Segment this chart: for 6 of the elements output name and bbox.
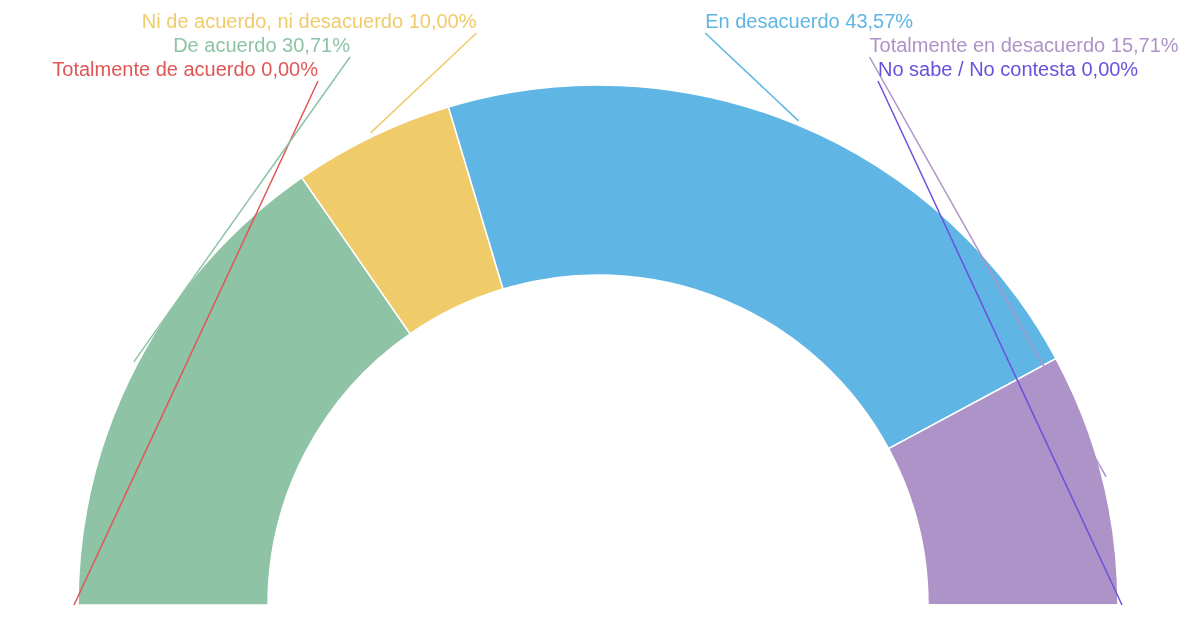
category-label: No sabe / No contesta 0,00% bbox=[878, 58, 1139, 80]
slice-label: Totalmente en desacuerdo 15,71% bbox=[869, 34, 1179, 56]
category-label: Totalmente de acuerdo 0,00% bbox=[52, 58, 318, 80]
slice-label: De acuerdo 30,71% bbox=[173, 34, 351, 56]
slice-label: Ni de acuerdo, ni desacuerdo 10,00% bbox=[141, 10, 477, 32]
slice-label: En desacuerdo 43,57% bbox=[705, 10, 914, 32]
